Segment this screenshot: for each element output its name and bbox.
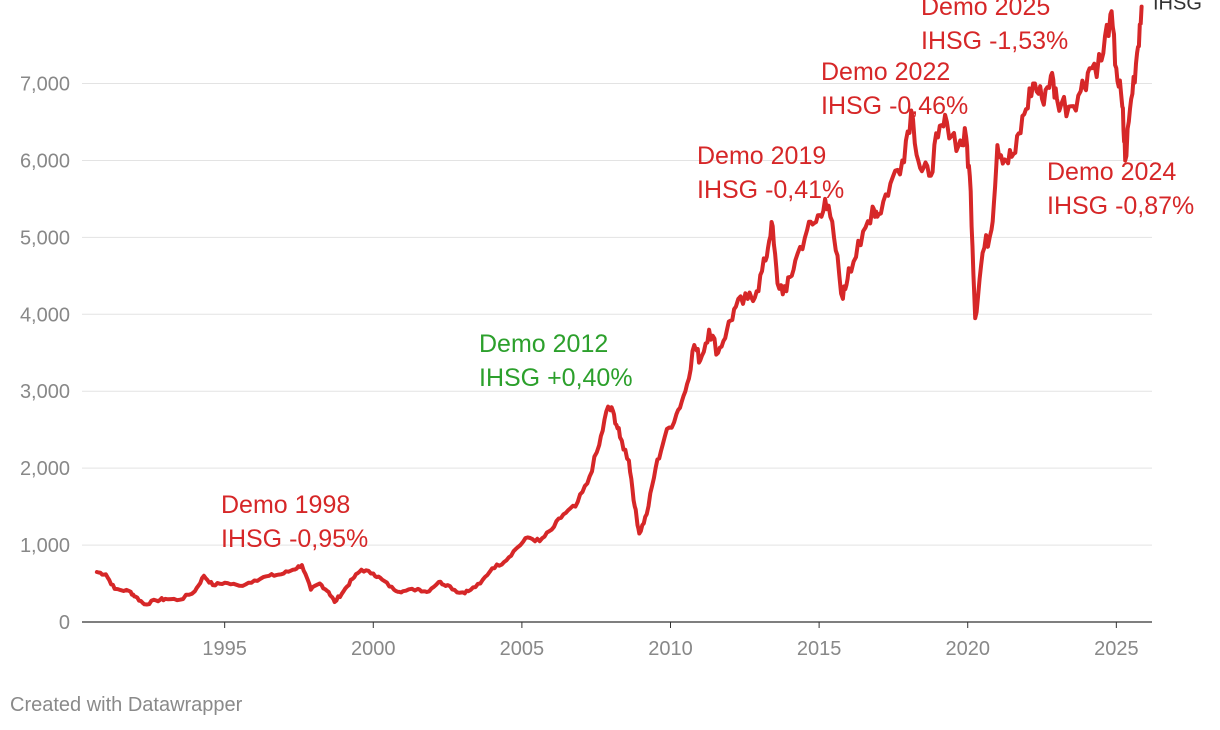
y-tick-label: 0 (59, 612, 70, 634)
series-label-ihsg: IHSG (1153, 0, 1202, 15)
annotation-value: IHSG -0,95% (221, 525, 368, 553)
annotation: Demo 2024 IHSG -0,87% (1047, 158, 1194, 220)
y-tick-label: 7,000 (20, 74, 70, 96)
credit-text: Created with Datawrapper (10, 694, 243, 716)
y-tick-label: 4,000 (20, 304, 70, 326)
x-tick-label: 2020 (945, 638, 990, 660)
annotation-value: IHSG -1,53% (921, 27, 1068, 55)
annotation: Demo 2012 IHSG +0,40% (479, 330, 633, 392)
annotation-value: IHSG -0,87% (1047, 192, 1194, 220)
x-tick-label: 2000 (351, 638, 396, 660)
x-tick-label: 2010 (648, 638, 693, 660)
y-axis-ticks: 0 1,000 2,000 3,000 4,000 5,000 6,000 7,000 (20, 74, 70, 634)
annotation: Demo 2019 IHSG -0,41% (697, 142, 844, 204)
annotation-title: Demo 2024 (1047, 158, 1176, 186)
annotation-value: IHSG -0,46% (821, 92, 968, 120)
x-tick-label: 2015 (797, 638, 842, 660)
annotation-title: Demo 2022 (821, 58, 950, 86)
gridlines (82, 83, 1152, 546)
x-tick-label: 2025 (1094, 638, 1139, 660)
annotation-title: Demo 1998 (221, 491, 350, 519)
annotation: Demo 2022 IHSG -0,46% (821, 58, 968, 120)
annotation: Demo 1998 IHSG -0,95% (221, 491, 368, 553)
y-tick-label: 5,000 (20, 227, 70, 249)
series-line-ihsg (94, 4, 1144, 607)
annotation-value: IHSG +0,40% (479, 364, 633, 392)
y-tick-label: 6,000 (20, 150, 70, 172)
annotations: Demo 1998 IHSG -0,95% Demo 2012 IHSG +0,40%… (221, 0, 1194, 553)
annotation-value: IHSG -0,41% (697, 176, 844, 204)
annotation-title: Demo 2025 (921, 0, 1050, 21)
annotation: Demo 2025 IHSG -1,53% (921, 0, 1068, 55)
y-tick-label: 3,000 (20, 381, 70, 403)
y-tick-label: 1,000 (20, 535, 70, 557)
annotation-title: Demo 2012 (479, 330, 608, 358)
annotation-title: Demo 2019 (697, 142, 826, 170)
x-axis-ticks: 1995 2000 2005 2010 2015 2020 2025 (202, 622, 1139, 660)
y-tick-label: 2,000 (20, 458, 70, 480)
x-tick-label: 1995 (202, 638, 247, 660)
x-tick-label: 2005 (500, 638, 545, 660)
